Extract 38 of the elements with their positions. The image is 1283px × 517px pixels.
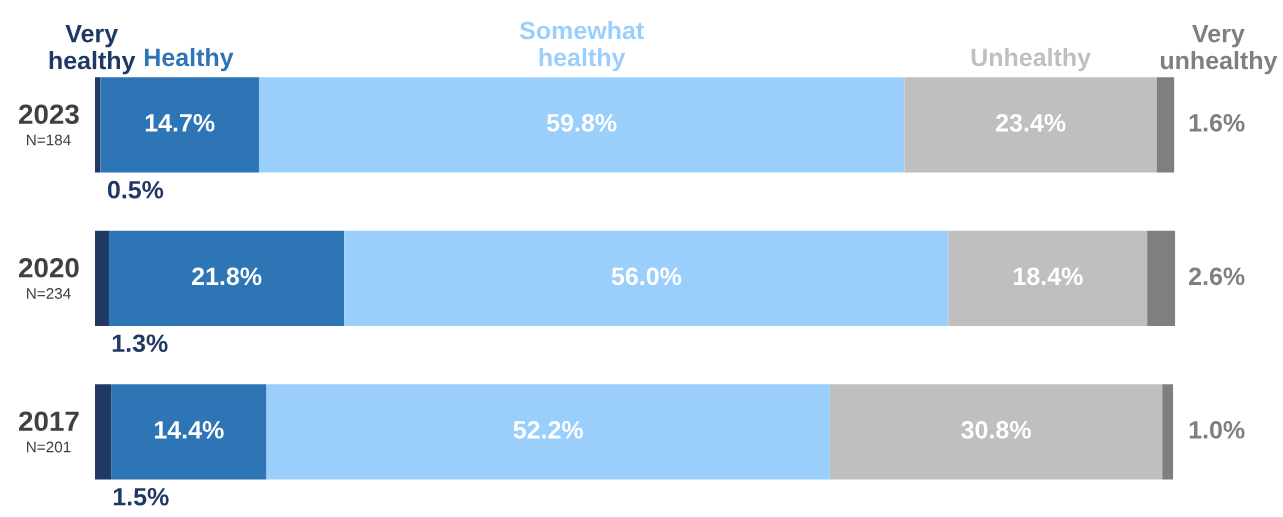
bar (829, 384, 1163, 480)
data-label: 30.8% (961, 420, 1031, 439)
bar (111, 384, 267, 480)
bar (258, 77, 905, 173)
bar (1147, 230, 1176, 327)
data-label: 14.7% (145, 114, 215, 132)
series-label: Very healthy (49, 24, 136, 75)
data-label: 14.4% (154, 421, 224, 439)
series-label: Somewhat healthy (519, 20, 644, 72)
data-label: 59.8% (546, 113, 617, 132)
data-label: 1.5% (113, 487, 169, 506)
data-label: 23.4% (996, 113, 1066, 132)
bar (344, 230, 949, 327)
data-label: 52.2% (513, 420, 583, 439)
y-tick-label: 2020 N=234 (19, 257, 79, 299)
data-label: 1.0% (1189, 420, 1245, 439)
data-label: 56.0% (611, 267, 682, 286)
bar (948, 230, 1148, 327)
bar (904, 77, 1157, 173)
bar (94, 230, 109, 327)
y-tick-label: 2023 N=184 (19, 104, 79, 146)
bar (1156, 77, 1175, 173)
y-tick-label: 2017 N=201 (19, 411, 79, 453)
bar (94, 384, 112, 480)
bar (1162, 384, 1174, 480)
data-label: 0.5% (107, 180, 164, 199)
data-label: 1.6% (1189, 113, 1245, 132)
bar (94, 77, 101, 173)
bar (100, 77, 259, 173)
bar (108, 230, 345, 327)
series-label: Healthy (144, 47, 234, 72)
data-label: 18.4% (1014, 267, 1083, 286)
data-label: 21.8% (192, 267, 262, 286)
series-label: Very unhealthy (1160, 24, 1278, 75)
data-label: 2.6% (1189, 267, 1245, 286)
data-label: 1.3% (112, 334, 168, 353)
series-label: Unhealthy (971, 47, 1091, 72)
bar (266, 384, 830, 480)
